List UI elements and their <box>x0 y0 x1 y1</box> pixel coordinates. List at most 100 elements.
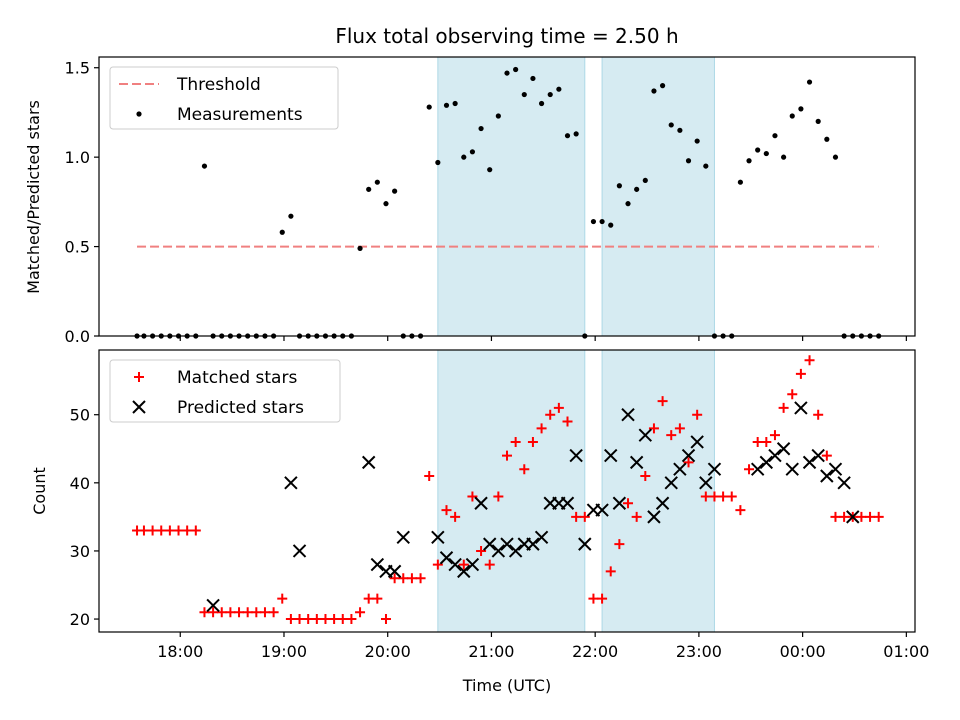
predicted-stars-point <box>361 455 376 470</box>
matched-stars-point <box>744 464 755 475</box>
measurement-point <box>461 154 467 160</box>
measurement-point <box>564 133 571 139</box>
matched-stars-point <box>363 593 374 604</box>
top-highlight-spans <box>437 56 715 337</box>
matched-stars-point <box>502 450 512 461</box>
measurement-point <box>469 149 476 155</box>
y-tick-label: 30 <box>70 542 90 561</box>
bottom-axes-frame <box>98 349 916 633</box>
predicted-stars-point <box>465 557 480 572</box>
matched-stars-point <box>778 402 789 413</box>
measurement-point <box>443 102 450 108</box>
measurement-point <box>487 167 493 173</box>
matched-stars-point <box>545 409 556 420</box>
measurement-point <box>573 131 579 137</box>
top-series-layer <box>134 66 882 339</box>
measurement-point <box>685 158 692 164</box>
matched-stars-point <box>164 525 175 536</box>
matched-stars-point <box>406 573 417 584</box>
matched-stars-point <box>605 566 616 577</box>
predicted-stars-point <box>699 476 713 490</box>
y-tick-label: 1.0 <box>65 148 90 167</box>
matched-stars-point <box>355 607 366 618</box>
x-tick-label: 00:00 <box>780 642 826 661</box>
matched-stars-point <box>450 511 461 522</box>
matched-stars-point <box>614 539 625 550</box>
measurement-point <box>755 147 761 153</box>
y-tick-label: 20 <box>70 610 90 629</box>
measurement-point <box>832 154 839 160</box>
matched-stars-point <box>657 396 668 407</box>
observing-window-span <box>437 56 586 337</box>
matched-stars-point <box>666 430 677 441</box>
matched-stars-point <box>761 436 772 447</box>
predicted-stars-point <box>439 551 454 565</box>
predicted-stars-point <box>638 428 653 442</box>
observing-window-span <box>601 349 715 633</box>
x-tick-label: 20:00 <box>365 642 411 661</box>
top-y-axis-label: Matched/Predicted stars <box>24 100 43 294</box>
matched-stars-point <box>709 491 720 502</box>
matched-stars-point <box>147 525 158 536</box>
measurement-point <box>590 218 597 225</box>
top-axes-frame <box>98 56 916 337</box>
predicted-stars-point <box>595 503 609 517</box>
measurement-point <box>703 163 709 169</box>
measurement-point <box>201 163 208 169</box>
measurement-point <box>504 70 510 76</box>
legend-box <box>109 66 339 130</box>
matched-stars-point <box>216 607 227 618</box>
measurement-point <box>452 100 458 107</box>
bottom-panel: 20 30 40 50 18:00 19:00 20:00 21:00 22:00 23:00 0… <box>30 349 929 695</box>
matched-stars-point <box>813 409 824 420</box>
x-tick-label: 23:00 <box>676 642 722 661</box>
measurement-point <box>357 245 363 251</box>
x-tick-label: 18:00 <box>157 642 203 661</box>
predicted-stars-point <box>370 557 385 572</box>
matched-stars-point <box>329 614 340 625</box>
matched-stars-point <box>821 450 832 461</box>
predicted-stars-point <box>673 462 687 476</box>
predicted-stars-point <box>284 476 298 490</box>
measurement-point <box>556 86 562 92</box>
measurement-point <box>642 177 648 184</box>
measurement-point <box>608 222 614 228</box>
matched-stars-point <box>769 430 780 441</box>
matched-stars-point <box>424 471 435 482</box>
measurement-point <box>426 104 432 110</box>
matched-stars-point <box>588 593 599 604</box>
matched-stars-point <box>346 614 357 625</box>
matched-stars-point <box>683 457 694 468</box>
matched-stars-point <box>294 614 305 625</box>
predicted-stars-point <box>578 537 592 551</box>
matched-stars-point <box>579 511 590 522</box>
matched-stars-point <box>432 559 443 570</box>
matched-stars-point <box>519 464 530 475</box>
matched-stars-point <box>398 573 409 584</box>
measurement-point <box>668 122 674 128</box>
matched-stars-point <box>259 607 270 618</box>
bottom-y-ticks: 20 30 40 50 <box>70 406 99 629</box>
matched-stars-point <box>839 511 850 522</box>
matched-stars-point <box>225 607 236 618</box>
predicted-stars-point <box>750 462 765 476</box>
measurement-point <box>538 100 545 107</box>
predicted-stars-point <box>569 448 583 463</box>
predicted-stars-point <box>560 496 575 510</box>
matched-stars-point <box>527 436 538 447</box>
predicted-stars-point <box>647 510 661 524</box>
measurement-point <box>694 138 700 144</box>
measurement-point <box>677 127 683 133</box>
measurement-point <box>288 213 294 219</box>
predicted-stars-point <box>526 537 540 551</box>
predicted-stars-point <box>629 455 644 470</box>
top-x-ticks <box>179 336 907 341</box>
predicted-stars-point <box>828 462 843 476</box>
measurement-point <box>763 150 769 157</box>
matched-stars-point <box>285 614 296 625</box>
predicted-stars-point <box>681 448 696 463</box>
measurement-point <box>659 83 666 89</box>
matched-stars-point <box>700 491 711 502</box>
legend-entry-label: Measurements <box>177 105 303 125</box>
x-tick-label: 21:00 <box>468 642 514 661</box>
